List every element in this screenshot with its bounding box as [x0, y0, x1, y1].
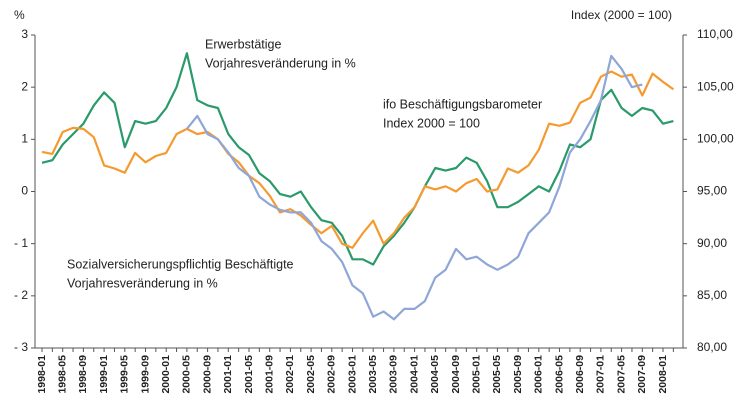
x-tick-label: 2001-01: [222, 355, 234, 394]
x-tick-label: 1999-09: [139, 355, 151, 394]
x-tick-label: 2007-01: [595, 355, 607, 394]
annotation: Vorjahresveränderung in %: [205, 56, 356, 70]
x-tick-label: 2006-01: [533, 355, 545, 394]
x-tick-label: 2005-01: [470, 355, 482, 394]
y2-tick-label: 110,00: [697, 27, 733, 41]
y2-tick-label: 95,00: [697, 184, 727, 198]
x-tick-label: 1999-01: [98, 355, 110, 394]
annotation: Sozialversicherungspflichtig Beschäftigt…: [67, 257, 294, 271]
y-tick-label: 1: [21, 132, 28, 146]
x-tick-label: 2008-01: [657, 355, 669, 394]
x-tick-label: 1999-05: [119, 355, 131, 394]
x-tick-label: 1998-01: [36, 355, 48, 394]
x-tick-label: 2000-05: [181, 355, 193, 394]
y2-tick-label: 85,00: [697, 288, 727, 302]
x-tick-label: 2003-01: [346, 355, 358, 394]
series-line: [41, 70, 675, 249]
y-tick-label: 3: [21, 27, 28, 41]
y-tick-label: 0: [21, 184, 28, 198]
x-tick-label: 2004-09: [450, 355, 462, 394]
annotation: ifo Beschäftigungsbarometer: [383, 97, 542, 111]
annotation: Erwerbstätige: [205, 37, 281, 51]
x-tick-label: 2006-05: [553, 355, 565, 394]
x-tick-label: 2001-09: [263, 355, 275, 394]
x-tick-label: 2007-05: [615, 355, 627, 394]
x-tick-label: 1998-09: [77, 355, 89, 394]
x-tick-label: 2004-01: [408, 355, 420, 394]
y2-axis-unit: Index (2000 = 100): [571, 8, 672, 22]
x-tick-label: 2001-05: [243, 355, 255, 394]
y-tick-label: - 2: [14, 288, 28, 302]
x-tick-label: 2003-05: [367, 355, 379, 394]
x-tick-label: 1998-05: [56, 355, 68, 394]
x-tick-label: 2006-09: [574, 355, 586, 394]
y-tick-label: 2: [21, 79, 28, 93]
series-line: [186, 54, 643, 321]
y-axis-unit: %: [14, 8, 25, 22]
x-tick-label: 2004-05: [429, 355, 441, 394]
x-tick-label: 2002-09: [326, 355, 338, 394]
x-tick-label: 2005-09: [512, 355, 524, 394]
y2-tick-label: 100,00: [697, 132, 734, 146]
x-tick-label: 2002-05: [305, 355, 317, 394]
x-tick-label: 2007-09: [636, 355, 648, 394]
y-tick-label: - 1: [14, 236, 28, 250]
x-tick-label: 2003-09: [388, 355, 400, 394]
x-tick-label: 2000-01: [160, 355, 172, 394]
y2-tick-label: 105,00: [697, 79, 734, 93]
x-tick-label: 2005-05: [491, 355, 503, 394]
x-tick-label: 2000-09: [201, 355, 213, 394]
y2-tick-label: 90,00: [697, 236, 727, 250]
y2-tick-label: 80,00: [697, 340, 727, 354]
x-tick-label: 2002-01: [284, 355, 296, 394]
series-line: [41, 52, 674, 266]
annotation: Index 2000 = 100: [383, 116, 480, 130]
annotation: Vorjahresveränderung in %: [67, 276, 218, 290]
y-tick-label: - 3: [14, 340, 28, 354]
